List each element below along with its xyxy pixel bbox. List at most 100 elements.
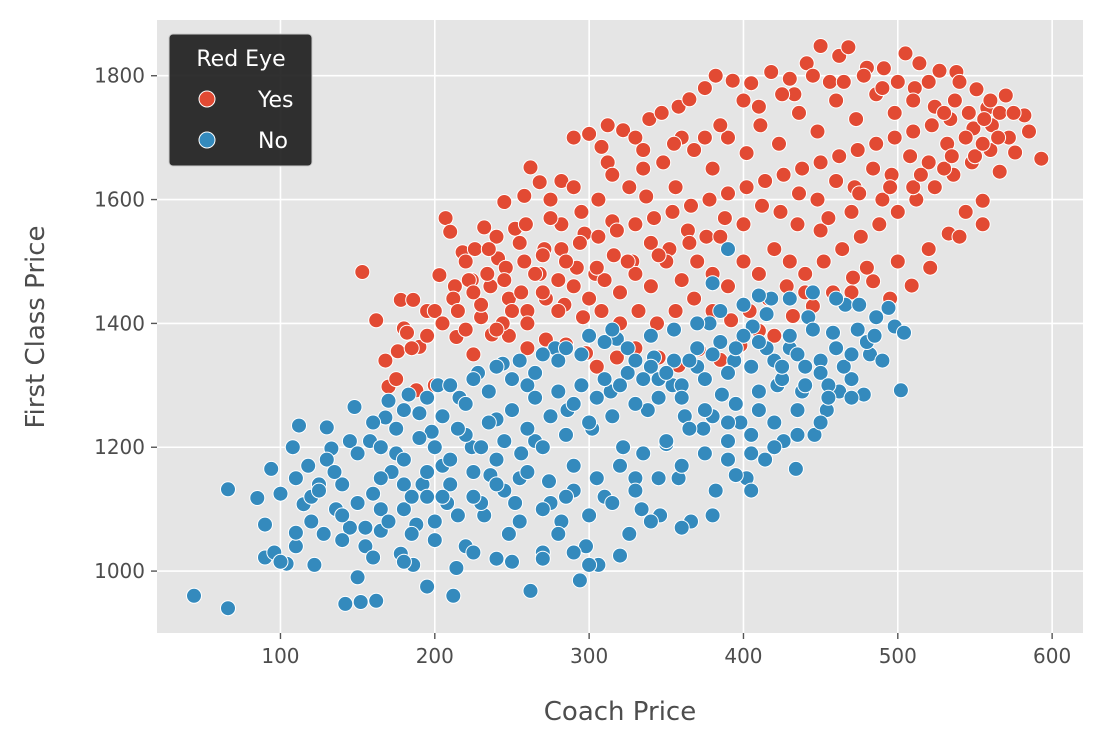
y-tick-label: 1200 xyxy=(94,435,145,459)
scatter-point xyxy=(903,277,920,294)
scatter-point xyxy=(743,426,760,443)
scatter-point xyxy=(889,203,906,220)
scatter-point xyxy=(843,371,860,388)
scatter-point xyxy=(874,352,891,369)
scatter-point xyxy=(997,87,1014,104)
scatter-point xyxy=(349,569,366,586)
scatter-point xyxy=(720,185,736,202)
scatter-point xyxy=(664,203,681,220)
scatter-point xyxy=(931,62,948,79)
scatter-point xyxy=(263,460,280,477)
scatter-point xyxy=(757,451,774,468)
scatter-point xyxy=(658,433,675,450)
scatter-point xyxy=(627,216,644,233)
scatter-point xyxy=(951,228,968,245)
scatter-point xyxy=(516,187,533,204)
scatter-point xyxy=(630,303,647,319)
scatter-point xyxy=(318,451,335,468)
scatter-point xyxy=(257,516,273,533)
scatter-point xyxy=(696,371,713,388)
scatter-point xyxy=(667,303,684,319)
scatter-point xyxy=(565,544,582,561)
scatter-point xyxy=(1021,123,1037,140)
scatter-point xyxy=(797,265,814,282)
y-axis-title: First Class Price xyxy=(21,225,51,428)
scatter-point xyxy=(712,334,729,350)
scatter-point xyxy=(621,525,638,542)
scatter-point xyxy=(473,439,490,456)
scatter-point xyxy=(936,104,953,121)
scatter-point xyxy=(642,278,659,295)
scatter-point xyxy=(794,160,811,177)
scatter-point xyxy=(434,408,451,425)
scatter-point xyxy=(550,383,567,400)
scatter-point xyxy=(920,241,937,258)
scatter-point xyxy=(957,203,974,220)
scatter-point xyxy=(828,92,845,109)
scatter-point xyxy=(388,371,405,388)
scatter-point xyxy=(621,179,638,196)
scatter-point xyxy=(696,80,713,97)
scatter-point xyxy=(284,439,301,456)
legend-marker-yes xyxy=(198,90,216,108)
scatter-point xyxy=(896,324,912,341)
scatter-point xyxy=(612,547,628,564)
scatter-point xyxy=(516,253,533,270)
scatter-point xyxy=(735,327,752,344)
scatter-point xyxy=(926,179,943,196)
scatter-point xyxy=(511,352,528,369)
scatter-point xyxy=(889,253,906,270)
scatter-point xyxy=(287,470,304,487)
scatter-point xyxy=(405,291,422,308)
scatter-point xyxy=(849,142,866,158)
scatter-point xyxy=(615,122,632,139)
x-tick-label: 400 xyxy=(724,644,762,668)
scatter-point xyxy=(558,426,574,443)
scatter-point xyxy=(445,587,462,604)
scatter-point xyxy=(951,73,968,90)
y-tick-label: 1400 xyxy=(94,311,145,335)
scatter-point xyxy=(720,451,736,468)
scatter-point xyxy=(465,488,482,505)
scatter-point xyxy=(681,420,698,437)
scatter-point xyxy=(496,194,513,210)
scatter-point xyxy=(720,364,736,381)
scatter-point xyxy=(957,129,974,146)
scatter-point xyxy=(368,592,385,609)
scatter-point xyxy=(735,92,752,109)
scatter-point xyxy=(400,386,417,403)
scatter-point xyxy=(716,210,733,227)
scatter-point xyxy=(738,179,755,196)
scatter-point xyxy=(865,160,882,177)
scatter-point xyxy=(220,481,236,498)
scatter-point xyxy=(960,104,977,121)
scatter-point xyxy=(667,179,684,196)
scatter-point xyxy=(750,265,767,282)
x-axis-title: Coach Price xyxy=(544,697,696,727)
scatter-point xyxy=(781,253,798,270)
scatter-point xyxy=(757,173,774,189)
scatter-point xyxy=(599,117,616,134)
scatter-point xyxy=(615,439,632,456)
scatter-point xyxy=(920,154,937,171)
scatter-point xyxy=(868,135,885,152)
scatter-point xyxy=(605,247,622,264)
scatter-point xyxy=(743,358,760,375)
scatter-point xyxy=(787,460,804,477)
scatter-point xyxy=(681,234,698,251)
scatter-point xyxy=(781,70,798,87)
scatter-point xyxy=(593,138,610,155)
scatter-point xyxy=(449,303,466,319)
x-tick-label: 200 xyxy=(416,644,454,668)
scatter-point xyxy=(774,86,791,103)
scatter-point xyxy=(442,451,459,468)
scatter-point xyxy=(511,513,528,530)
scatter-point xyxy=(571,572,588,589)
scatter-point xyxy=(707,67,724,84)
scatter-point xyxy=(974,216,991,233)
scatter-point xyxy=(655,154,672,171)
scatter-point xyxy=(419,488,436,505)
scatter-point xyxy=(828,340,845,357)
scatter-point xyxy=(534,346,551,363)
scatter-point xyxy=(968,81,985,98)
